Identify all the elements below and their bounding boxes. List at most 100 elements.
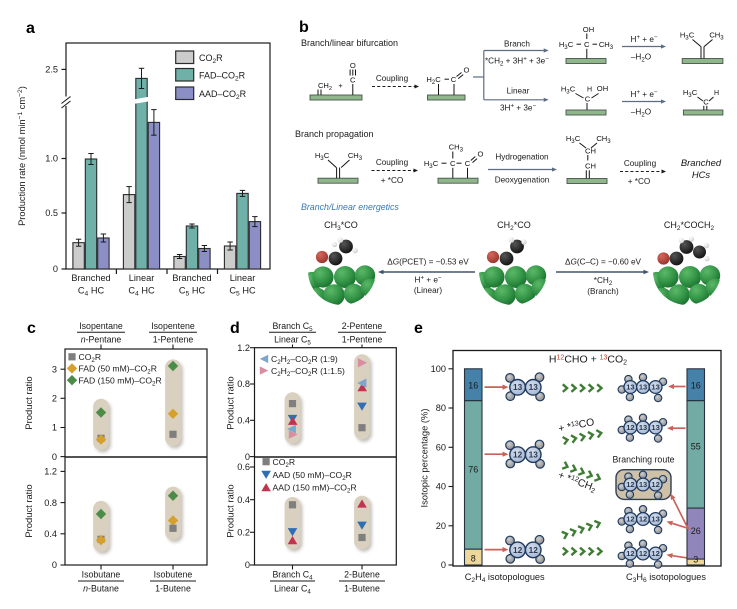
svg-text:Branched: Branched — [71, 273, 110, 283]
svg-text:CH: CH — [585, 162, 596, 171]
svg-text:8: 8 — [471, 554, 476, 564]
svg-text:O: O — [464, 66, 470, 75]
svg-text:C: C — [584, 40, 590, 49]
svg-text:OH: OH — [583, 25, 594, 34]
svg-text:Product ratio: Product ratio — [225, 376, 236, 429]
svg-text:Coupling: Coupling — [376, 74, 409, 83]
svg-text:1.2: 1.2 — [237, 343, 250, 353]
svg-text:20: 20 — [436, 521, 446, 531]
svg-text:n-Butane: n-Butane — [83, 584, 119, 594]
svg-text:12: 12 — [651, 549, 659, 558]
svg-text:ΔG(PCET) = −0.53 eV: ΔG(PCET) = −0.53 eV — [387, 258, 469, 267]
svg-text:Branch C4​: Branch C4​ — [272, 570, 313, 582]
svg-text:H3​C: H3​C — [566, 134, 581, 145]
svg-text:2-Pentene: 2-Pentene — [342, 321, 383, 331]
svg-text:CH3​*CO: CH3​*CO — [324, 220, 358, 232]
svg-text:C: C — [465, 159, 471, 168]
svg-text:ΔG(C–C) = −0.60 eV: ΔG(C–C) = −0.60 eV — [565, 258, 642, 267]
svg-text:3: 3 — [52, 364, 57, 374]
svg-text:CH3​: CH3​ — [709, 31, 724, 42]
svg-text:H3​C: H3​C — [680, 31, 695, 42]
svg-text:0: 0 — [52, 560, 57, 570]
svg-text:Coupling: Coupling — [376, 158, 409, 167]
svg-text:60: 60 — [436, 443, 446, 453]
svg-text:100: 100 — [431, 364, 446, 374]
svg-text:C4​ HC: C4​ HC — [78, 286, 105, 298]
svg-text:C: C — [585, 95, 591, 104]
svg-text:12: 12 — [626, 423, 634, 432]
svg-text:*CH2​: *CH2​ — [594, 276, 613, 287]
svg-text:Branched: Branched — [681, 157, 722, 168]
svg-text:0.8: 0.8 — [44, 498, 57, 508]
svg-text:Isopentane: Isopentane — [79, 321, 123, 331]
svg-text:13: 13 — [626, 383, 634, 392]
svg-text:H3​C: H3​C — [424, 159, 439, 170]
svg-text:3: 3 — [693, 555, 698, 565]
svg-text:FAD–CO2​R: FAD–CO2​R — [199, 71, 246, 83]
svg-text:C3​H6​ isotopologues: C3​H6​ isotopologues — [626, 572, 706, 584]
svg-text:CO2​R: CO2​R — [79, 352, 102, 364]
svg-text:H3​C: H3​C — [683, 88, 698, 99]
svg-text:13: 13 — [529, 450, 539, 460]
svg-text:Linear: Linear — [507, 87, 530, 96]
svg-text:Linear: Linear — [230, 273, 256, 283]
svg-text:3H+​ + 3e−​: 3H+​ + 3e−​ — [500, 103, 536, 113]
svg-text:13: 13 — [651, 383, 659, 392]
svg-text:e: e — [414, 320, 423, 337]
svg-text:Linear: Linear — [129, 273, 155, 283]
svg-text:O: O — [478, 150, 484, 159]
svg-text:Product ratio: Product ratio — [23, 376, 34, 429]
svg-text:2: 2 — [52, 394, 57, 404]
svg-text:Branching route: Branching route — [612, 455, 674, 465]
svg-text:16: 16 — [468, 380, 478, 390]
svg-text:0.5: 0.5 — [45, 208, 58, 218]
svg-text:HCs: HCs — [692, 169, 711, 180]
svg-text:Isotopic percentage (%): Isotopic percentage (%) — [419, 408, 430, 507]
svg-text:C: C — [450, 159, 456, 168]
svg-text:1-Butene: 1-Butene — [155, 584, 191, 594]
svg-text:CH3​: CH3​ — [348, 151, 363, 162]
svg-text:(Branch): (Branch) — [587, 287, 619, 296]
svg-text:0: 0 — [52, 452, 57, 462]
svg-text:H+​ + e−​: H+​ + e−​ — [415, 275, 442, 285]
svg-text:12: 12 — [626, 480, 634, 489]
svg-text:Coupling: Coupling — [624, 159, 657, 168]
svg-text:FAD (50 mM)–CO2​R: FAD (50 mM)–CO2​R — [79, 364, 157, 376]
svg-text:12: 12 — [626, 549, 634, 558]
svg-text:H3​C: H3​C — [561, 85, 576, 96]
svg-text:Isobutane: Isobutane — [82, 570, 121, 580]
svg-text:13: 13 — [639, 383, 647, 392]
svg-text:Branch propagation: Branch propagation — [295, 129, 374, 139]
svg-text:0.4: 0.4 — [237, 416, 250, 426]
svg-text:C: C — [451, 75, 457, 84]
svg-text:2.5: 2.5 — [45, 65, 58, 75]
svg-text:1-Pentene: 1-Pentene — [342, 335, 383, 345]
svg-text:1.0: 1.0 — [45, 154, 58, 164]
svg-text:CH3​: CH3​ — [596, 134, 611, 145]
svg-text:26: 26 — [691, 526, 701, 536]
svg-text:CH3​: CH3​ — [449, 143, 464, 154]
svg-text:CH2​*CO: CH2​*CO — [497, 220, 531, 232]
svg-text:Branch C5​: Branch C5​ — [272, 321, 313, 333]
svg-text:0.6: 0.6 — [237, 462, 250, 472]
svg-text:+: + — [338, 81, 343, 90]
svg-text:1-Pentene: 1-Pentene — [153, 335, 194, 345]
svg-text:Product ratio: Product ratio — [23, 484, 34, 537]
svg-text:+ *CO: + *CO — [381, 176, 404, 185]
svg-text:a: a — [26, 20, 35, 37]
svg-text:H+​ + e−​: H+​ + e−​ — [631, 34, 658, 44]
svg-text:AAD (150 mM)–CO2​R: AAD (150 mM)–CO2​R — [273, 482, 357, 494]
svg-text:O: O — [350, 61, 356, 70]
svg-text:+ *CO: + *CO — [628, 177, 651, 186]
svg-text:Linear C4​: Linear C4​ — [274, 584, 311, 596]
svg-text:H3​C: H3​C — [315, 151, 330, 162]
svg-text:n-Pentane: n-Pentane — [81, 335, 122, 345]
svg-text:1.2: 1.2 — [44, 467, 57, 477]
svg-text:C5​ HC: C5​ HC — [179, 286, 206, 298]
svg-text:1-Butene: 1-Butene — [344, 584, 380, 594]
svg-text:Deoxygenation: Deoxygenation — [495, 176, 550, 185]
svg-text:Branch/Linear energetics: Branch/Linear energetics — [301, 202, 399, 212]
svg-text:–H2​O: –H2​O — [631, 53, 651, 64]
svg-text:Branch/linear bifurcation: Branch/linear bifurcation — [301, 38, 398, 48]
svg-text:13: 13 — [651, 423, 659, 432]
